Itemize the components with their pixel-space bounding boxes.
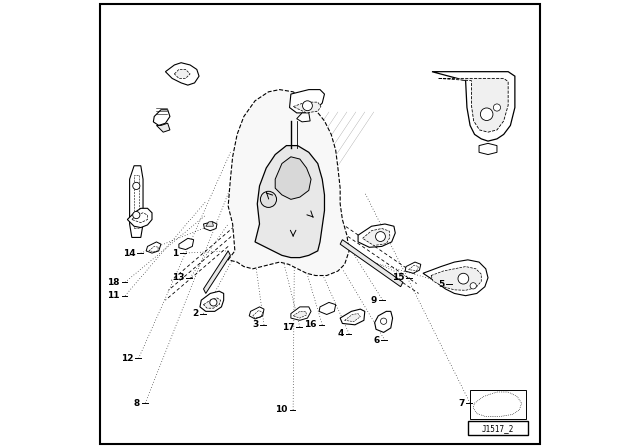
Polygon shape: [165, 63, 199, 85]
Polygon shape: [289, 90, 324, 113]
Polygon shape: [340, 240, 403, 287]
Polygon shape: [275, 157, 311, 199]
FancyBboxPatch shape: [468, 421, 528, 435]
Circle shape: [493, 104, 500, 111]
Polygon shape: [340, 309, 365, 325]
Polygon shape: [179, 238, 194, 250]
Polygon shape: [204, 251, 230, 293]
Text: 14: 14: [123, 249, 136, 258]
Text: 13: 13: [172, 273, 185, 282]
Circle shape: [132, 211, 140, 219]
Polygon shape: [127, 208, 152, 228]
Polygon shape: [156, 123, 170, 132]
Polygon shape: [293, 102, 321, 113]
Polygon shape: [405, 262, 421, 273]
Polygon shape: [291, 307, 311, 320]
Polygon shape: [228, 90, 349, 276]
Polygon shape: [374, 311, 392, 332]
Text: 11: 11: [108, 291, 120, 300]
Circle shape: [132, 182, 140, 190]
Text: 4: 4: [337, 329, 344, 338]
Circle shape: [470, 283, 476, 289]
Polygon shape: [174, 69, 190, 78]
Text: 6: 6: [373, 336, 380, 345]
Polygon shape: [293, 311, 307, 318]
Polygon shape: [255, 146, 324, 258]
Text: 15: 15: [392, 273, 404, 282]
Polygon shape: [423, 260, 488, 296]
Circle shape: [260, 191, 276, 207]
Text: 2: 2: [192, 309, 198, 318]
Text: 17: 17: [282, 323, 294, 332]
Polygon shape: [205, 222, 213, 226]
Text: 10: 10: [275, 405, 288, 414]
Circle shape: [481, 108, 493, 121]
Text: 1: 1: [172, 249, 178, 258]
Polygon shape: [358, 224, 396, 247]
Circle shape: [210, 299, 217, 306]
Polygon shape: [431, 267, 481, 290]
Polygon shape: [432, 72, 515, 141]
Polygon shape: [204, 298, 221, 308]
Polygon shape: [362, 228, 390, 246]
Text: 12: 12: [121, 354, 133, 363]
Text: 8: 8: [134, 399, 140, 408]
Polygon shape: [204, 222, 217, 231]
Text: 3: 3: [252, 320, 259, 329]
Text: 9: 9: [371, 296, 378, 305]
Polygon shape: [129, 166, 143, 237]
Circle shape: [380, 318, 387, 324]
Text: 5: 5: [438, 280, 445, 289]
Text: J1517_2: J1517_2: [482, 424, 515, 433]
Circle shape: [376, 232, 385, 241]
Polygon shape: [146, 242, 161, 253]
Text: 7: 7: [458, 399, 465, 408]
Polygon shape: [479, 143, 497, 155]
Polygon shape: [319, 302, 335, 314]
Circle shape: [303, 101, 312, 111]
Text: 16: 16: [305, 320, 317, 329]
Circle shape: [458, 273, 468, 284]
Text: 18: 18: [108, 278, 120, 287]
Polygon shape: [297, 113, 310, 122]
Polygon shape: [439, 78, 508, 132]
Polygon shape: [249, 307, 264, 319]
Polygon shape: [200, 291, 223, 311]
Polygon shape: [344, 314, 360, 322]
Polygon shape: [154, 110, 170, 125]
